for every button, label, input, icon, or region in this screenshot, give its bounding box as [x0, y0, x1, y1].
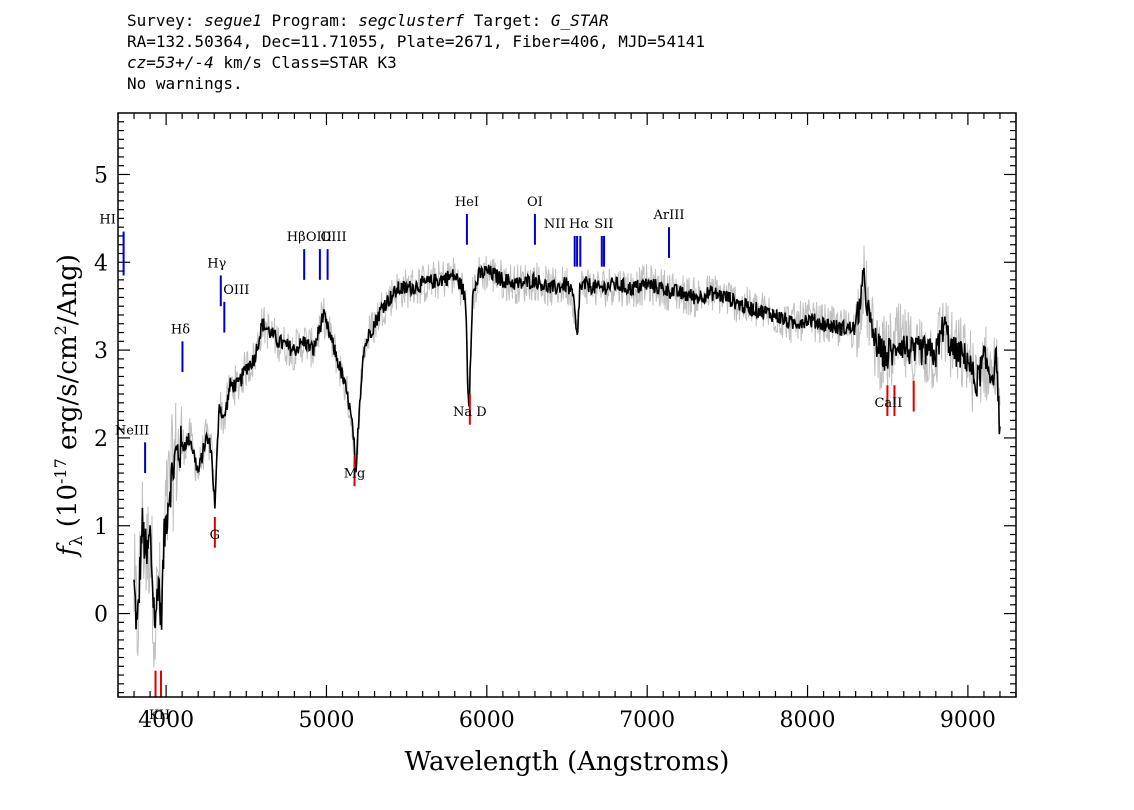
target-value: G_STAR — [550, 11, 609, 30]
line-label: SII — [594, 217, 613, 232]
cz-value: cz=53+/-4 — [127, 53, 214, 72]
x-tick-label: 9000 — [940, 708, 996, 733]
line-label: HI — [99, 213, 115, 228]
line-label: OI — [527, 195, 543, 210]
line-label: Na D — [453, 405, 487, 420]
x-tick-label: 5000 — [298, 708, 354, 733]
line-label: OIII — [306, 230, 332, 245]
header-line-coords: RA=132.50364, Dec=11.71055, Plate=2671, … — [127, 32, 705, 51]
line-label: Mg — [344, 466, 366, 481]
line-label: G — [210, 528, 220, 543]
line-label: OIII — [321, 230, 347, 245]
noise-line — [133, 245, 1001, 668]
line-label: Hα — [569, 217, 589, 232]
target-label: Target: — [464, 11, 551, 30]
survey-value: segue1 — [204, 11, 262, 30]
line-label: Hγ — [207, 256, 226, 271]
y-tick-label: 5 — [94, 163, 108, 188]
x-tick-label: 4000 — [138, 708, 194, 733]
header-line-redshift: cz=53+/-4 km/s Class=STAR K3 — [127, 52, 705, 73]
flux-series — [133, 264, 1001, 630]
flux-line — [133, 264, 1001, 630]
y-tick-label: 3 — [94, 339, 108, 364]
y-axis-label-text: fλ (10-17 erg/s/cm2/Ang) — [51, 254, 87, 558]
header-line-warnings: No warnings. — [127, 74, 243, 93]
line-label: Hβ — [287, 230, 306, 245]
x-tick-label: 8000 — [780, 708, 836, 733]
line-label: HeI — [455, 195, 479, 210]
y-tick-label: 0 — [94, 603, 108, 628]
line-label: CaII — [874, 396, 902, 411]
line-label: KH — [149, 708, 170, 723]
y-tick-label: 2 — [94, 427, 108, 452]
line-label: Hδ — [171, 322, 190, 337]
x-tick-label: 6000 — [459, 708, 515, 733]
y-tick-label: 1 — [94, 515, 108, 540]
line-label: NeIII — [115, 423, 149, 438]
line-label: ArIII — [652, 208, 684, 223]
x-tick-label: 7000 — [619, 708, 675, 733]
survey-label: Survey: — [127, 11, 205, 30]
spectrum-header: Survey: segue1 Program: segclusterf Targ… — [127, 10, 705, 94]
class-text: km/s Class=STAR K3 — [213, 53, 397, 72]
line-label: OIII — [223, 283, 249, 298]
axis-ticks: 4000 5000 6000 7000 8000 9000 0 1 2 3 4 5 — [94, 113, 1017, 733]
line-label: NII — [544, 217, 566, 232]
program-label: Program: — [261, 11, 359, 30]
x-axis-label: Wavelength (Angstroms) — [405, 747, 730, 777]
header-line-survey: Survey: segue1 Program: segclusterf Targ… — [127, 10, 705, 31]
noise-band — [133, 245, 1001, 668]
y-axis-label: fλ (10-17 erg/s/cm2/Ang) — [51, 254, 87, 558]
program-value: segclusterf — [358, 11, 465, 30]
y-tick-label: 4 — [94, 251, 108, 276]
